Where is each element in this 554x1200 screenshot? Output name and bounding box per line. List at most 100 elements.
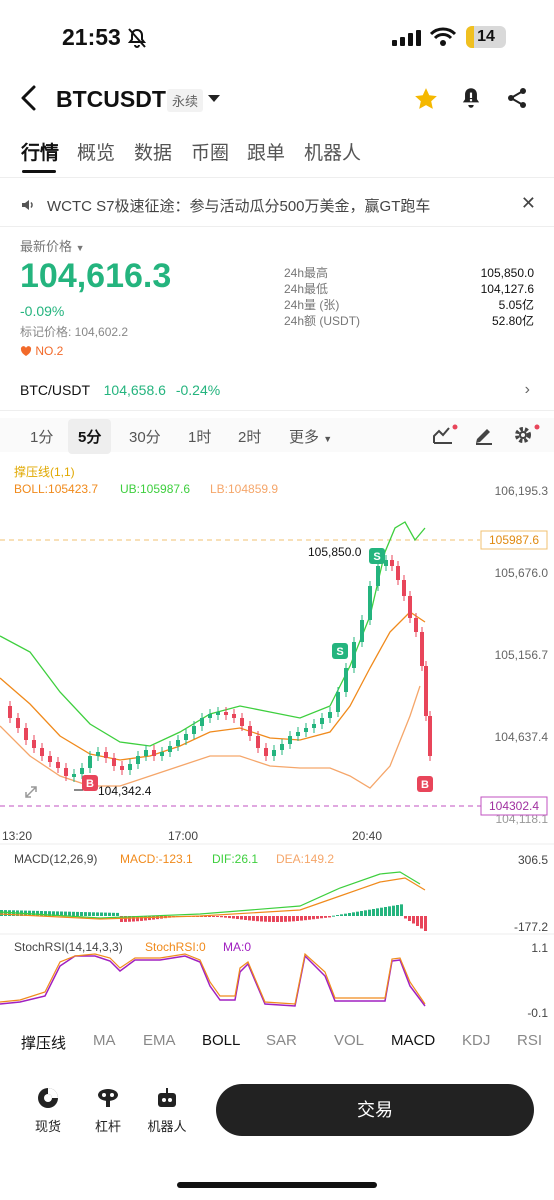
interval-30m[interactable]: 30分 — [129, 429, 161, 446]
interval-2h[interactable]: 2时 — [238, 429, 262, 446]
interval-1h[interactable]: 1时 — [188, 429, 212, 446]
price-alert-icon[interactable] — [458, 85, 484, 111]
mark-price: 标记价格: 104,602.2 — [20, 325, 129, 339]
stat-value: 52.80亿 — [491, 314, 534, 328]
stochrsi-value: StochRSI:0 — [145, 940, 206, 954]
macd-bar — [228, 916, 231, 919]
sell-marker: S — [332, 643, 348, 659]
ind-vol[interactable]: VOL — [334, 1032, 365, 1049]
ind-ema[interactable]: EMA — [143, 1032, 176, 1049]
last-price-label[interactable]: 最新价格 ▼ — [20, 239, 85, 254]
candle-body — [200, 718, 204, 726]
favorite-star-icon[interactable] — [413, 86, 439, 112]
price-chart[interactable]: 撑压线(1,1) BOLL:105423.7 UB:105987.6 LB:10… — [0, 456, 554, 1018]
candle-body — [176, 740, 180, 746]
y-tick: 104,637.4 — [495, 730, 549, 744]
macd-bar — [128, 916, 131, 922]
indicator-settings-icon[interactable] — [432, 424, 458, 446]
tab-bot[interactable]: 机器人 — [304, 143, 362, 164]
macd-bar — [420, 916, 423, 929]
dif-value: DIF:26.1 — [212, 852, 258, 866]
tab-data[interactable]: 数据 — [134, 143, 173, 164]
interval-5m[interactable]: 5分 — [68, 419, 112, 454]
close-icon[interactable]: ✕ — [520, 193, 536, 213]
interval-more-label: 更多 — [289, 429, 320, 446]
x-tick: 17:00 — [168, 829, 198, 843]
candle-body — [136, 756, 140, 764]
candle-body — [296, 732, 300, 736]
nav-spot[interactable]: 现货 — [18, 1086, 78, 1135]
candle-body — [402, 580, 406, 596]
macd-bar — [296, 916, 299, 921]
stoch-tick: 1.1 — [531, 941, 548, 955]
chevron-right-icon[interactable]: › — [524, 381, 530, 398]
candle-body — [80, 768, 84, 774]
candle-body — [184, 734, 188, 740]
announcement-text[interactable]: WCTC S7极速征途：参与活动瓜分500万美金，赢GT跑车 — [47, 198, 431, 215]
current-price-tag-text: 104302.4 — [489, 799, 539, 813]
macd-bar — [396, 905, 399, 916]
nav-leverage[interactable]: 杠杆 — [78, 1086, 138, 1135]
ind-support-resistance[interactable]: 撑压线 — [21, 1035, 67, 1052]
macd-tick: -177.2 — [514, 920, 548, 934]
ind-ma[interactable]: MA — [93, 1032, 116, 1049]
robot-icon — [158, 1088, 176, 1107]
macd-bar — [96, 912, 99, 916]
dif-line — [0, 871, 421, 919]
spot-pair: BTC/USDT — [20, 382, 90, 398]
macd-bar — [32, 910, 35, 916]
macd-bar — [56, 911, 59, 916]
candle-body — [152, 750, 156, 756]
spot-price: 104,658.6 — [103, 382, 166, 398]
fullscreen-icon[interactable] — [25, 786, 37, 798]
macd-bar — [216, 916, 219, 917]
candle-body — [428, 716, 432, 756]
candle-body — [280, 744, 284, 750]
share-icon[interactable] — [505, 86, 529, 110]
macd-bar — [256, 916, 259, 922]
macd-bar — [224, 916, 227, 918]
macd-bar — [60, 911, 63, 916]
macd-bar — [400, 904, 403, 916]
ind-rsi[interactable]: RSI — [517, 1032, 543, 1049]
announcement-bar[interactable]: WCTC S7极速征途：参与活动瓜分500万美金，赢GT跑车 ✕ — [20, 193, 540, 216]
stochrsi-ma-line — [0, 954, 426, 1007]
nav-bot[interactable]: 机器人 — [137, 1086, 197, 1135]
draw-pen-icon[interactable] — [473, 424, 495, 446]
candle-body — [32, 740, 36, 748]
candle-body — [104, 752, 108, 758]
ind-boll[interactable]: BOLL — [202, 1032, 241, 1049]
ind-sar[interactable]: SAR — [266, 1032, 297, 1049]
candle-body — [160, 752, 164, 756]
ind-kdj[interactable]: KDJ — [462, 1032, 491, 1049]
stoch-tick: -0.1 — [527, 1006, 548, 1018]
symbol-dropdown-icon[interactable] — [208, 95, 220, 102]
macd-bar — [144, 916, 147, 921]
gear-icon[interactable] — [513, 424, 541, 446]
tab-market[interactable]: 行情 — [21, 143, 60, 164]
macd-bar — [116, 912, 119, 916]
tab-community[interactable]: 币圈 — [191, 143, 230, 164]
spot-price-row[interactable]: BTC/USDT 104,658.6 -0.24% › — [20, 381, 534, 398]
back-arrow-icon[interactable] — [18, 84, 40, 112]
macd-name: MACD(12,26,9) — [14, 852, 97, 866]
candle-body — [352, 642, 356, 668]
symbol-title[interactable]: BTCUSDT — [56, 86, 166, 112]
macd-bar — [136, 916, 139, 922]
ind-macd[interactable]: MACD — [391, 1032, 436, 1049]
macd-bar — [248, 916, 251, 921]
tab-copy-trade[interactable]: 跟单 — [247, 143, 286, 164]
macd-bar — [392, 905, 395, 916]
macd-bar — [124, 916, 127, 922]
high-label: 105,850.0 — [308, 545, 362, 559]
macd-bar — [312, 916, 315, 920]
candle-body — [88, 756, 92, 768]
trade-button[interactable]: 交易 — [216, 1084, 534, 1136]
speaker-icon — [22, 200, 33, 210]
interval-1m[interactable]: 1分 — [30, 429, 54, 446]
macd-bar — [344, 913, 347, 916]
interval-more[interactable]: 更多 ▼ — [289, 429, 333, 446]
battery-icon: 14 — [466, 26, 506, 48]
macd-bar — [264, 916, 267, 922]
tab-overview[interactable]: 概览 — [77, 143, 116, 164]
